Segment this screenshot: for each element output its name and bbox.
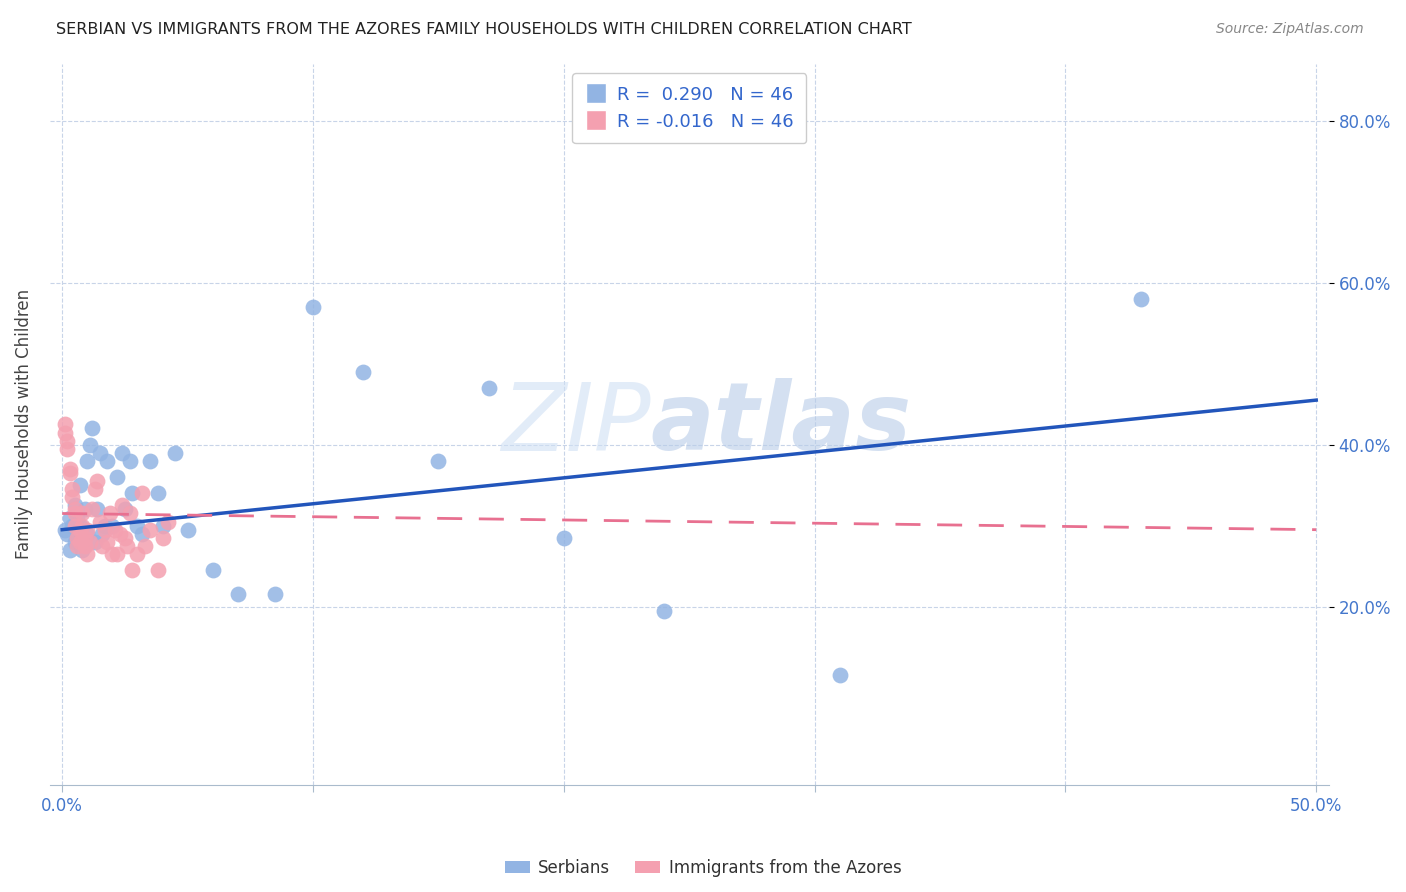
Point	[82, 502, 104, 516]
Point	[56, 526, 79, 541]
Point	[59, 510, 82, 524]
Point	[652, 604, 675, 618]
Point	[53, 425, 76, 440]
Point	[66, 539, 89, 553]
Point	[86, 474, 108, 488]
Point	[91, 526, 114, 541]
Point	[114, 502, 136, 516]
Point	[828, 668, 851, 682]
Point	[127, 547, 149, 561]
Point	[152, 518, 174, 533]
Point	[60, 482, 83, 496]
Point	[73, 539, 96, 553]
Point	[94, 523, 117, 537]
Point	[101, 518, 124, 533]
Point	[76, 526, 98, 541]
Point	[105, 547, 128, 561]
Point	[131, 526, 153, 541]
Point	[111, 499, 134, 513]
Point	[63, 502, 86, 516]
Point	[73, 502, 96, 516]
Point	[146, 486, 169, 500]
Point	[89, 446, 111, 460]
Point	[69, 478, 91, 492]
Point	[134, 539, 156, 553]
Point	[156, 515, 179, 529]
Point	[69, 518, 91, 533]
Point	[118, 454, 141, 468]
Text: ZIP: ZIP	[501, 379, 651, 470]
Point	[56, 442, 79, 456]
Text: Source: ZipAtlas.com: Source: ZipAtlas.com	[1216, 22, 1364, 37]
Legend: R =  0.290   N = 46, R = -0.016   N = 46: R = 0.290 N = 46, R = -0.016 N = 46	[572, 73, 807, 144]
Point	[139, 454, 162, 468]
Point	[59, 543, 82, 558]
Point	[59, 466, 82, 480]
Point	[60, 518, 83, 533]
Point	[83, 534, 105, 549]
Point	[114, 531, 136, 545]
Point	[477, 381, 499, 395]
Point	[91, 539, 114, 553]
Point	[79, 534, 101, 549]
Point	[63, 518, 86, 533]
Point	[101, 547, 124, 561]
Text: atlas: atlas	[651, 378, 912, 470]
Point	[98, 507, 121, 521]
Point	[56, 434, 79, 448]
Point	[86, 502, 108, 516]
Point	[121, 563, 143, 577]
Point	[69, 523, 91, 537]
Point	[76, 454, 98, 468]
Y-axis label: Family Households with Children: Family Households with Children	[15, 289, 32, 559]
Text: SERBIAN VS IMMIGRANTS FROM THE AZORES FAMILY HOUSEHOLDS WITH CHILDREN CORRELATIO: SERBIAN VS IMMIGRANTS FROM THE AZORES FA…	[56, 22, 912, 37]
Point	[66, 510, 89, 524]
Point	[201, 563, 224, 577]
Point	[59, 462, 82, 476]
Point	[165, 446, 187, 460]
Point	[96, 454, 118, 468]
Point	[127, 518, 149, 533]
Point	[176, 523, 198, 537]
Point	[226, 587, 249, 601]
Point	[53, 417, 76, 432]
Point	[302, 300, 325, 314]
Point	[121, 486, 143, 500]
Point	[53, 523, 76, 537]
Point	[76, 523, 98, 537]
Point	[72, 518, 94, 533]
Point	[73, 531, 96, 545]
Point	[553, 531, 575, 545]
Point	[427, 454, 450, 468]
Point	[96, 534, 118, 549]
Point	[79, 437, 101, 451]
Point	[105, 470, 128, 484]
Point	[94, 518, 117, 533]
Point	[1129, 292, 1152, 306]
Point	[72, 507, 94, 521]
Point	[152, 531, 174, 545]
Point	[69, 534, 91, 549]
Point	[111, 446, 134, 460]
Point	[60, 490, 83, 504]
Point	[108, 526, 131, 541]
Point	[104, 523, 127, 537]
Point	[118, 507, 141, 521]
Point	[66, 531, 89, 545]
Point	[63, 499, 86, 513]
Point	[82, 421, 104, 435]
Point	[264, 587, 287, 601]
Point	[63, 507, 86, 521]
Point	[76, 547, 98, 561]
Point	[131, 486, 153, 500]
Legend: Serbians, Immigrants from the Azores: Serbians, Immigrants from the Azores	[498, 853, 908, 884]
Point	[352, 365, 374, 379]
Point	[63, 534, 86, 549]
Point	[146, 563, 169, 577]
Point	[89, 515, 111, 529]
Point	[117, 539, 139, 553]
Point	[139, 523, 162, 537]
Point	[72, 543, 94, 558]
Point	[83, 482, 105, 496]
